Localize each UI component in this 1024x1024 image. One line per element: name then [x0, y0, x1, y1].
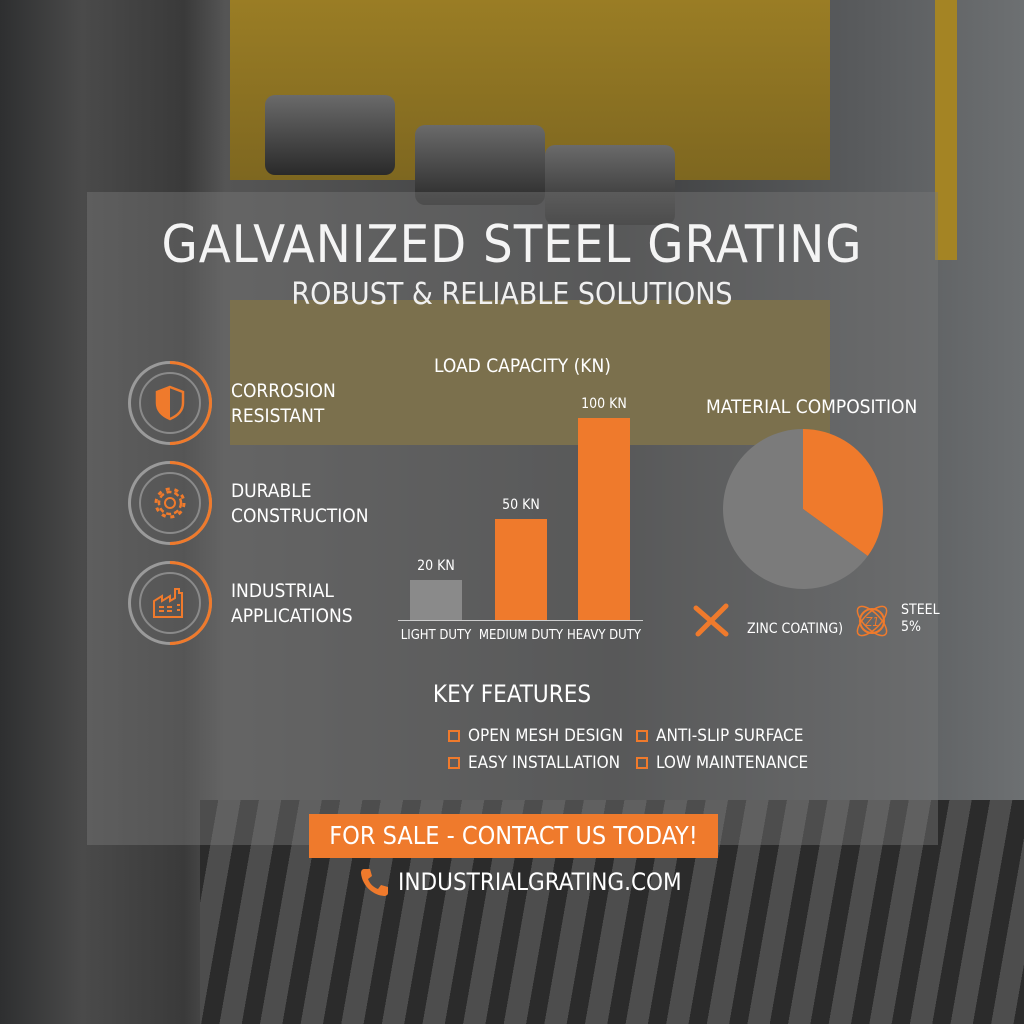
- key-feature-label: ANTI-SLIP SURFACE: [656, 726, 804, 746]
- bar: [578, 418, 630, 620]
- x-tick-label: MEDIUM DUTY: [478, 628, 564, 643]
- crossed-bars-icon: [693, 603, 729, 637]
- cta-banner[interactable]: FOR SALE - CONTACT US TODAY!: [309, 814, 718, 858]
- feature-industrial: INDUSTRIAL APPLICATIONS: [128, 561, 388, 645]
- key-feature-label: OPEN MESH DESIGN: [468, 726, 624, 746]
- feature-corrosion: CORROSION RESISTANT: [128, 361, 388, 445]
- bar-data-label: 20 KN: [417, 557, 455, 574]
- press-beam-middle: [230, 300, 830, 445]
- checkbox-icon: [636, 730, 648, 742]
- pie-chart-title: MATERIAL COMPOSITION: [706, 396, 918, 418]
- legend-zinc: ZINC COATING): [747, 621, 844, 637]
- feature-label: DURABLE: [231, 480, 312, 502]
- x-tick-label: LIGHT DUTY: [400, 628, 472, 643]
- roller: [265, 95, 395, 175]
- page-subtitle: ROBUST & RELIABLE SOLUTIONS: [291, 277, 733, 312]
- key-feature-item: EASY INSTALLATION: [448, 753, 620, 773]
- checkbox-icon: [448, 730, 460, 742]
- svg-text:Z1: Z1: [864, 615, 879, 629]
- x-axis: [398, 620, 643, 621]
- roller: [545, 145, 675, 225]
- key-feature-label: LOW MAINTENANCE: [656, 753, 809, 773]
- phone-icon: [361, 869, 388, 896]
- factory-icon: [153, 588, 183, 618]
- bar: [410, 579, 462, 620]
- checkbox-icon: [636, 757, 648, 769]
- feature-label: CORROSION: [231, 380, 336, 402]
- feature-label: CONSTRUCTION: [231, 505, 369, 527]
- pie-slice-steel: [723, 429, 868, 589]
- key-feature-item: OPEN MESH DESIGN: [448, 726, 623, 746]
- pie-slice-zinc: [803, 429, 883, 557]
- feature-durable: DURABLE CONSTRUCTION: [128, 461, 388, 545]
- page-title: GALVANIZED STEEL GRATING: [161, 215, 863, 275]
- legend-steel-percent: 5%: [901, 619, 921, 635]
- checkbox-icon: [448, 757, 460, 769]
- gear-icon: [154, 487, 186, 519]
- zinc-atom-icon: Z1: [856, 605, 888, 637]
- key-feature-item: LOW MAINTENANCE: [636, 753, 808, 773]
- bar-data-label: 50 KN: [502, 497, 540, 513]
- x-tick-label: HEAVY DUTY: [566, 628, 642, 643]
- bar-data-label: 100 KN: [581, 396, 627, 412]
- feature-label: RESISTANT: [231, 405, 325, 427]
- yellow-pole: [935, 0, 957, 260]
- bar-chart-title: LOAD CAPACITY (KN): [434, 355, 611, 377]
- bar: [495, 519, 547, 620]
- legend-steel: STEEL: [901, 602, 940, 618]
- roller: [415, 125, 545, 205]
- key-feature-item: ANTI-SLIP SURFACE: [636, 726, 803, 746]
- shield-icon: [155, 385, 185, 421]
- feature-label: APPLICATIONS: [231, 605, 353, 627]
- website-link[interactable]: INDUSTRIALGRATING.COM: [398, 868, 682, 896]
- feature-label: INDUSTRIAL: [231, 580, 334, 602]
- key-features-title: KEY FEATURES: [432, 680, 592, 708]
- pie-chart: [723, 429, 883, 589]
- key-feature-label: EASY INSTALLATION: [468, 753, 621, 773]
